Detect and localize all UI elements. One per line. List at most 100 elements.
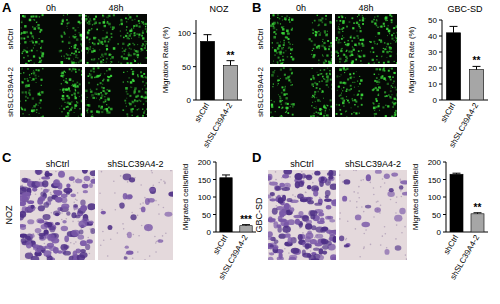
- cell-speckle: [75, 54, 77, 56]
- cell-speckle: [387, 105, 389, 107]
- stained-cell: [87, 203, 95, 210]
- cell-speckle: [139, 99, 140, 100]
- cell-speckle: [393, 98, 395, 100]
- cell-speckle: [329, 63, 331, 64]
- cell-speckle: [145, 100, 147, 102]
- cell-speckle: [132, 115, 133, 116]
- cell-speckle: [93, 37, 96, 40]
- cell-speckle: [41, 91, 43, 93]
- cell-speckle: [128, 54, 130, 56]
- cell-speckle: [279, 100, 281, 102]
- cell-speckle: [142, 45, 143, 46]
- cell-speckle: [287, 112, 289, 114]
- image-background: [85, 14, 147, 64]
- cell-speckle: [281, 117, 284, 118]
- stained-cell: [86, 239, 92, 244]
- cell-speckle: [338, 26, 339, 27]
- cell-speckle: [335, 37, 337, 39]
- pore: [155, 200, 157, 202]
- cell-speckle: [142, 37, 144, 39]
- pore: [122, 223, 124, 225]
- cell-speckle: [35, 69, 37, 71]
- pore: [102, 231, 104, 233]
- cell-speckle: [361, 104, 363, 106]
- pore: [310, 250, 312, 252]
- cell-speckle: [142, 115, 144, 117]
- cell-speckle: [279, 96, 280, 97]
- cell-speckle: [312, 29, 314, 31]
- stained-cell: [278, 216, 282, 221]
- cell-speckle: [387, 43, 389, 45]
- cell-speckle: [40, 47, 42, 49]
- cell-speckle: [111, 56, 113, 58]
- cell-speckle: [351, 17, 353, 19]
- cell-speckle: [344, 82, 346, 84]
- cell-speckle: [20, 37, 22, 39]
- cell-speckle: [346, 44, 349, 47]
- cell-speckle: [75, 71, 77, 73]
- cell-speckle: [397, 53, 398, 55]
- wound-image: [85, 14, 147, 64]
- cell-speckle: [374, 113, 375, 114]
- stained-cell: [82, 184, 89, 189]
- cell-speckle: [64, 33, 66, 35]
- cell-speckle: [92, 42, 93, 43]
- cell-speckle: [380, 56, 382, 58]
- cell-speckle: [126, 57, 129, 60]
- cell-speckle: [132, 73, 134, 75]
- cell-speckle: [67, 28, 69, 30]
- cell-speckle: [319, 108, 321, 110]
- cell-speckle: [287, 30, 289, 32]
- pore: [395, 212, 397, 214]
- cell-speckle: [89, 38, 91, 40]
- cell-speckle: [75, 51, 77, 53]
- cell-speckle: [68, 36, 70, 38]
- cell-speckle: [101, 87, 103, 89]
- cell-speckle: [340, 74, 341, 75]
- cell-speckle: [30, 32, 32, 34]
- cell-speckle: [337, 56, 338, 57]
- stained-cell: [332, 257, 336, 260]
- cell-speckle: [396, 40, 397, 41]
- cell-speckle: [138, 90, 140, 92]
- pore: [369, 182, 371, 184]
- pore: [301, 171, 303, 173]
- cell-speckle: [381, 56, 382, 57]
- cell-speckle: [286, 16, 287, 17]
- pore: [400, 190, 402, 192]
- cell-speckle: [40, 29, 42, 31]
- cell-speckle: [321, 45, 324, 48]
- pore: [163, 207, 165, 209]
- cell-speckle: [393, 105, 395, 107]
- cell-speckle: [96, 110, 98, 112]
- cell-speckle: [375, 113, 377, 115]
- cell-speckle: [63, 55, 65, 57]
- cell-speckle: [285, 112, 286, 113]
- wound-image: [335, 14, 397, 64]
- wound-image: [270, 67, 332, 117]
- cell-speckle: [126, 91, 128, 93]
- cell-speckle: [59, 50, 61, 52]
- cell-speckle: [392, 102, 394, 104]
- pore: [99, 193, 101, 195]
- cell-speckle: [340, 98, 341, 99]
- cell-speckle: [372, 89, 374, 91]
- cell-speckle: [72, 68, 74, 70]
- stained-cell: [21, 186, 28, 191]
- cell-speckle: [286, 111, 287, 112]
- cell-speckle: [347, 40, 348, 41]
- stained-cell: [41, 176, 50, 179]
- cell-speckle: [371, 20, 373, 22]
- cell-speckle: [339, 75, 341, 77]
- cell-speckle: [127, 81, 128, 82]
- stained-cell: [327, 216, 333, 220]
- cell-speckle: [390, 96, 392, 98]
- cell-speckle: [37, 117, 38, 118]
- cell-speckle: [383, 77, 385, 79]
- cell-speckle: [373, 51, 375, 53]
- cell-speckle: [29, 94, 31, 96]
- cell-speckle: [324, 79, 325, 80]
- cell-speckle: [352, 60, 354, 62]
- cell-speckle: [104, 92, 105, 93]
- cell-speckle: [143, 24, 144, 25]
